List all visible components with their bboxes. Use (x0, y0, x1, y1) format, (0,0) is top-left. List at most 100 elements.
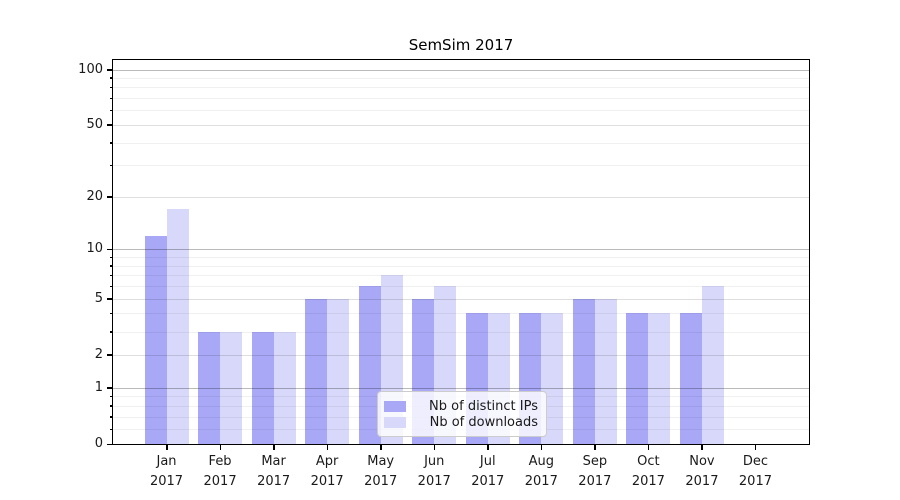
y-minor-tick (109, 416, 113, 418)
y-minor-tick (109, 274, 113, 277)
gridline (113, 387, 809, 389)
chart-title: SemSim 2017 (408, 36, 514, 54)
x-tick (754, 445, 757, 450)
plot-area (112, 59, 810, 445)
bar-distinct-ips-oct (626, 313, 649, 444)
y-minor-tick (109, 312, 113, 315)
y-minor-tick (109, 256, 113, 259)
gridline (113, 249, 809, 251)
y-tick (107, 298, 113, 300)
y-tick (107, 354, 113, 356)
bar-distinct-ips-jan (144, 235, 167, 444)
x-tick-label: Sep 2017 (578, 454, 612, 489)
x-tick-label: Dec 2017 (738, 454, 772, 489)
gridline-minor (113, 331, 809, 333)
gridline (113, 196, 809, 198)
gridline-minor (113, 98, 809, 100)
y-tick-label: 0 (94, 436, 103, 451)
x-tick-label: Jul 2017 (471, 454, 505, 489)
y-tick (107, 443, 113, 445)
y-tick-label: 10 (86, 241, 103, 257)
bar-distinct-ips-nov (679, 313, 702, 444)
x-tick-label: Mar 2017 (257, 454, 291, 489)
x-tick (380, 445, 382, 450)
y-tick (107, 248, 113, 251)
y-tick-label: 5 (94, 290, 103, 306)
bar-distinct-ips-mar (251, 331, 274, 444)
x-tick (594, 445, 596, 450)
legend-entry-distinct-ips: Nb of distinct IPs (384, 399, 538, 414)
y-tick (107, 387, 113, 389)
legend-label-downloads: Nb of downloads (429, 414, 538, 430)
bar-downloads-jan (166, 209, 189, 444)
y-minor-tick (109, 285, 113, 288)
gridline-minor (113, 165, 809, 167)
y-minor-tick (109, 331, 113, 333)
legend-swatch-distinct-ips (384, 400, 406, 412)
bar-downloads-sep (594, 298, 617, 444)
y-tick (107, 196, 113, 198)
grid-layer (113, 60, 809, 444)
y-tick-label: 100 (78, 61, 103, 77)
y-tick-label: 1 (94, 379, 103, 395)
gridline-minor (113, 77, 809, 79)
gridline-minor (113, 275, 809, 277)
y-minor-tick (109, 428, 113, 431)
x-tick (701, 445, 703, 450)
x-tick (219, 445, 222, 450)
x-tick-label: Jan 2017 (149, 454, 184, 489)
gridline-minor (113, 142, 809, 144)
legend-entry-downloads: Nb of downloads (384, 415, 538, 430)
y-minor-tick (109, 77, 113, 79)
gridline-minor (113, 286, 809, 288)
x-tick (326, 445, 329, 450)
bar-distinct-ips-apr (305, 298, 328, 444)
y-minor-tick (109, 109, 113, 112)
legend-swatch-downloads (384, 416, 406, 428)
gridline (113, 69, 809, 71)
legend-label-distinct-ips: Nb of distinct IPs (429, 398, 538, 414)
gridline-minor (113, 110, 809, 112)
gridline-minor (113, 257, 809, 259)
y-minor-tick (109, 395, 113, 398)
y-tick-label: 20 (86, 188, 103, 204)
x-tick (273, 445, 275, 450)
bar-downloads-feb (220, 331, 243, 444)
gridline (113, 124, 809, 126)
bar-distinct-ips-may (358, 286, 381, 444)
x-tick-label: Oct 2017 (631, 454, 665, 489)
bar-downloads-nov (701, 286, 724, 444)
bar-downloads-apr (327, 298, 350, 444)
x-tick (487, 445, 489, 450)
x-tick-label: Jun 2017 (417, 454, 451, 489)
x-tick (166, 445, 168, 450)
y-minor-tick (109, 164, 113, 167)
gridline-minor (113, 265, 809, 267)
y-tick (107, 69, 113, 71)
x-tick-label: Apr 2017 (310, 454, 344, 489)
legend: Nb of distinct IPs Nb of downloads (377, 391, 547, 437)
y-minor-tick (109, 97, 113, 100)
x-tick-label: Nov 2017 (685, 454, 719, 489)
x-tick-label: May 2017 (364, 454, 398, 489)
x-tick-label: Feb 2017 (203, 454, 237, 489)
y-minor-tick (109, 142, 113, 144)
y-minor-tick (109, 86, 113, 89)
x-tick (647, 445, 650, 450)
y-tick-label: 50 (86, 116, 103, 132)
x-tick (540, 445, 543, 450)
x-tick (433, 445, 436, 450)
bar-downloads-oct (648, 313, 671, 444)
y-minor-tick (109, 265, 113, 267)
bar-distinct-ips-sep (572, 298, 595, 444)
gridline-minor (113, 87, 809, 89)
gridline (113, 298, 809, 300)
gridline (113, 354, 809, 356)
gridline-minor (113, 313, 809, 315)
y-tick (107, 124, 113, 126)
x-tick-label: Aug 2017 (524, 454, 558, 489)
bar-distinct-ips-feb (198, 331, 221, 444)
y-minor-tick (109, 405, 113, 407)
bar-downloads-mar (273, 331, 296, 444)
